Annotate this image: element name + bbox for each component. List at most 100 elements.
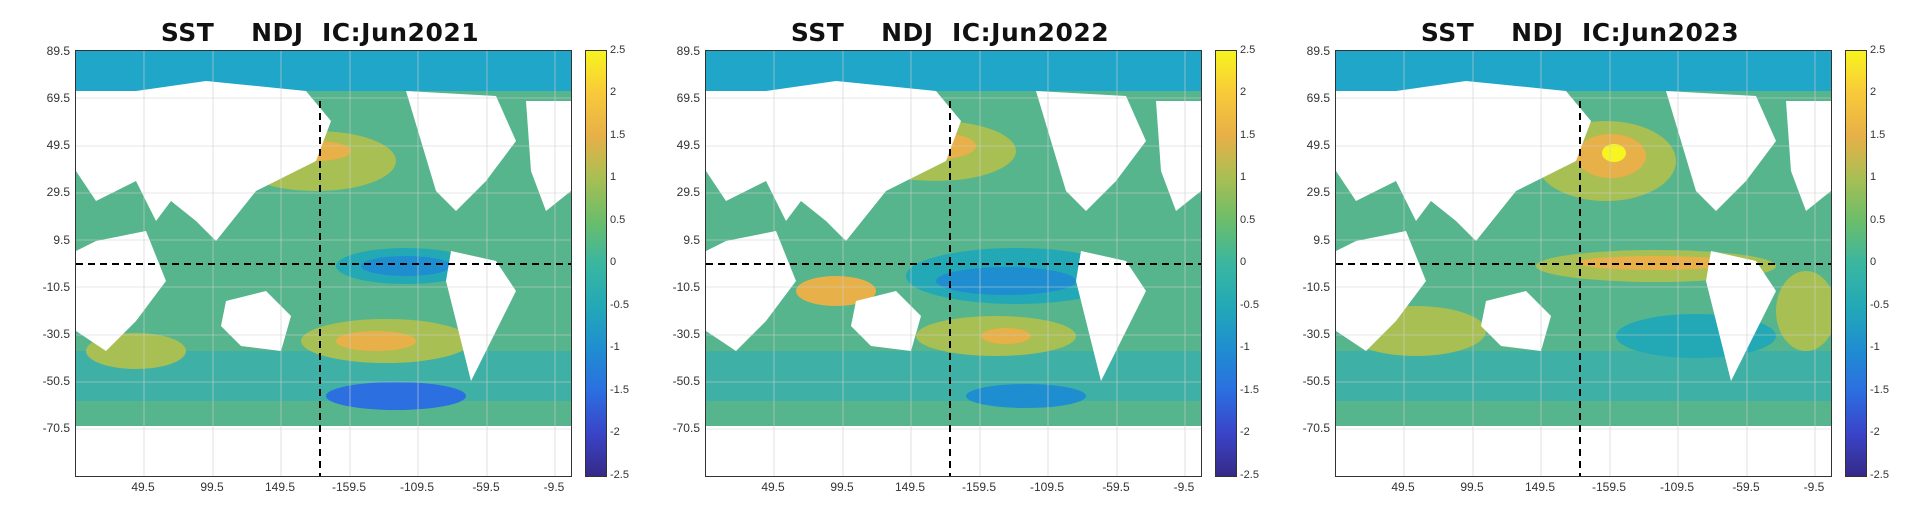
y-tick: 89.5 — [1306, 44, 1330, 58]
arctic-band — [706, 51, 1201, 91]
warm-anomaly-core — [981, 328, 1031, 344]
x-tick: 49.5 — [761, 480, 785, 494]
x-tick: 149.5 — [894, 480, 926, 494]
north-america-landmass — [1666, 91, 1776, 211]
colorbar-tick: 1 — [1870, 171, 1877, 183]
europe-landmass — [1156, 101, 1201, 211]
colorbar — [1215, 50, 1237, 477]
y-tick: 29.5 — [46, 185, 70, 199]
indian-ocean-warm — [796, 276, 876, 306]
y-tick: -50.5 — [42, 374, 70, 388]
colorbar-tick: 0.5 — [1240, 214, 1256, 226]
y-tick: -10.5 — [1302, 280, 1330, 294]
colorbar-tick: -0.5 — [1870, 299, 1889, 311]
sst-anomaly-map — [1335, 50, 1832, 477]
y-tick: 49.5 — [1306, 138, 1330, 152]
y-tick: -50.5 — [672, 374, 700, 388]
x-tick: -9.5 — [543, 480, 565, 494]
colorbar-tick: 1.5 — [1240, 129, 1256, 141]
antarctica-landmass — [706, 426, 1201, 476]
y-tick: -10.5 — [42, 280, 70, 294]
map-panel-1: SST NDJ IC:Jun2021 — [0, 0, 629, 520]
australia-landmass — [851, 291, 921, 351]
map-canvas — [1336, 51, 1831, 476]
y-tick: 69.5 — [676, 91, 700, 105]
x-tick: 149.5 — [264, 480, 296, 494]
colorbar-tick: -1 — [1240, 341, 1250, 353]
y-tick: -70.5 — [1302, 421, 1330, 435]
southern-ocean-band — [706, 351, 1201, 401]
colorbar-tick: 2 — [1870, 86, 1877, 98]
arctic-band — [1336, 51, 1831, 91]
europe-landmass — [1786, 101, 1831, 211]
colorbar-tick: -2.5 — [610, 469, 629, 481]
colorbar-tick: -2.5 — [1240, 469, 1259, 481]
south-atlantic-warm — [1776, 271, 1831, 351]
map-panel-3: SST NDJ IC:Jun2023 — [1260, 0, 1889, 520]
y-tick: -50.5 — [1302, 374, 1330, 388]
colorbar-tick: 0 — [610, 256, 617, 268]
colorbar-tick: -2 — [610, 426, 620, 438]
x-tick: -59.5 — [472, 480, 500, 494]
sst-anomaly-map — [705, 50, 1202, 477]
x-tick: -109.5 — [399, 480, 435, 494]
x-tick: -9.5 — [1173, 480, 1195, 494]
south-america-landmass — [1076, 251, 1146, 381]
asia-landmass — [1336, 81, 1591, 241]
x-tick: 49.5 — [1391, 480, 1415, 494]
southern-ocean-band — [1336, 351, 1831, 401]
australia-landmass — [1481, 291, 1551, 351]
x-tick: -109.5 — [1029, 480, 1065, 494]
colorbar-tick: 1 — [1240, 171, 1247, 183]
colorbar-tick: -1.5 — [1870, 384, 1889, 396]
x-tick: -59.5 — [1102, 480, 1130, 494]
south-america-landmass — [446, 251, 516, 381]
y-tick: -10.5 — [672, 280, 700, 294]
y-tick: 89.5 — [676, 44, 700, 58]
north-america-landmass — [406, 91, 516, 211]
africa-landmass — [706, 231, 796, 351]
colorbar-tick: -2.5 — [1870, 469, 1889, 481]
africa-landmass — [76, 231, 166, 351]
colorbar — [1845, 50, 1867, 477]
colorbar-tick: 2 — [610, 86, 617, 98]
y-tick: 49.5 — [676, 138, 700, 152]
colorbar-tick: 2.5 — [610, 44, 626, 56]
colorbar-tick: -1.5 — [610, 384, 629, 396]
colorbar-tick: 0 — [1870, 256, 1877, 268]
colorbar-tick: -1.5 — [1240, 384, 1259, 396]
colorbar-tick: 2.5 — [1240, 44, 1256, 56]
australia-landmass — [221, 291, 291, 351]
cold-anomaly-core — [361, 256, 451, 276]
colorbar-tick: -0.5 — [610, 299, 629, 311]
x-tick: -9.5 — [1803, 480, 1825, 494]
y-tick: -30.5 — [1302, 327, 1330, 341]
y-tick: 29.5 — [676, 185, 700, 199]
colorbar-tick: 0 — [1240, 256, 1247, 268]
southern-cold-anomaly — [326, 382, 466, 410]
colorbar-tick: 2 — [1240, 86, 1247, 98]
panel-title: SST NDJ IC:Jun2022 — [790, 18, 1110, 47]
map-canvas — [706, 51, 1201, 476]
southern-cold-anomaly — [966, 384, 1086, 408]
x-tick: -159.5 — [961, 480, 997, 494]
panel-title: SST NDJ IC:Jun2023 — [1420, 18, 1740, 47]
y-tick: 29.5 — [1306, 185, 1330, 199]
colorbar-tick: 0.5 — [1870, 214, 1886, 226]
y-tick: 69.5 — [1306, 91, 1330, 105]
y-tick: 9.5 — [683, 233, 700, 247]
warm-enso-core — [1576, 256, 1736, 270]
south-america-landmass — [1706, 251, 1776, 381]
colorbar-tick: 0.5 — [610, 214, 626, 226]
y-tick: -30.5 — [42, 327, 70, 341]
panel-title: SST NDJ IC:Jun2021 — [160, 18, 480, 47]
colorbar-tick: -1 — [610, 341, 620, 353]
colorbar-tick: -1 — [1870, 341, 1880, 353]
x-tick: -109.5 — [1659, 480, 1695, 494]
cold-anomaly-core — [936, 267, 1076, 295]
y-tick: 69.5 — [46, 91, 70, 105]
antarctica-landmass — [76, 426, 571, 476]
y-tick: 89.5 — [46, 44, 70, 58]
europe-landmass — [526, 101, 571, 211]
colorbar-tick: 1 — [610, 171, 617, 183]
